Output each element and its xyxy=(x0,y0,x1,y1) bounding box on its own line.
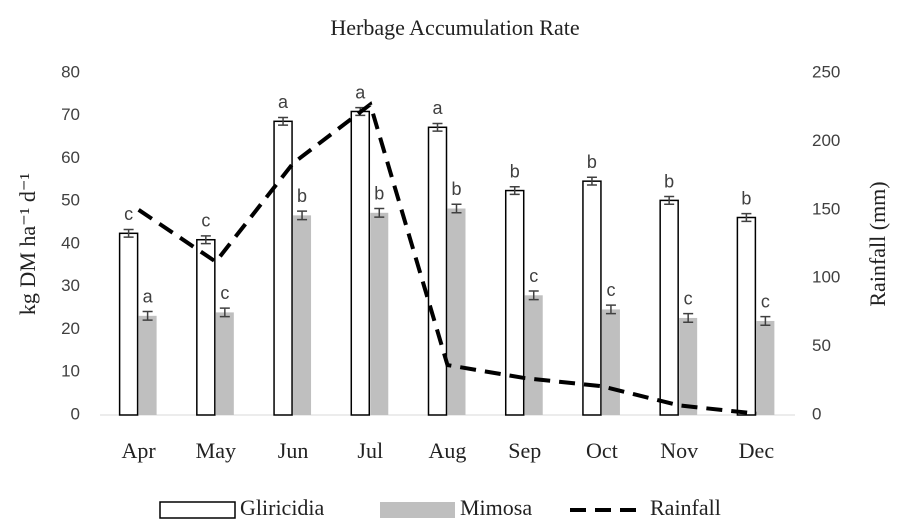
significance-letter: c xyxy=(220,283,229,303)
significance-letter: a xyxy=(278,92,289,112)
x-tick-label: Nov xyxy=(660,438,698,463)
y-tick-label: 20 xyxy=(61,319,80,338)
error-bar xyxy=(741,212,752,223)
x-tick-label: May xyxy=(196,438,236,463)
error-bar xyxy=(683,312,694,323)
error-bar xyxy=(528,290,539,301)
bar xyxy=(659,199,679,416)
bar xyxy=(350,110,371,416)
error-bar xyxy=(219,307,230,318)
significance-letter: c xyxy=(606,280,615,300)
y2-tick-label: 100 xyxy=(812,268,840,287)
significance-letter: b xyxy=(510,161,520,181)
bar xyxy=(582,180,602,416)
error-bar xyxy=(586,176,597,186)
significance-letter: b xyxy=(664,171,674,191)
bar xyxy=(138,315,157,415)
error-bar xyxy=(664,195,675,205)
y2-tick-label: 150 xyxy=(812,199,840,218)
chart-title: Herbage Accumulation Rate xyxy=(330,15,579,40)
significance-letter: c xyxy=(761,291,770,311)
y2-tick-label: 50 xyxy=(812,336,831,355)
y-tick-label: 40 xyxy=(61,233,80,252)
y-tick-label: 10 xyxy=(61,362,80,381)
bar xyxy=(447,208,466,415)
y-tick-label: 50 xyxy=(61,191,80,210)
legend-swatch xyxy=(380,502,455,518)
y-tick-label: 80 xyxy=(61,62,80,81)
error-bar xyxy=(374,207,385,218)
bar xyxy=(736,216,757,416)
legend-label: Gliricidia xyxy=(240,495,325,520)
bar xyxy=(601,309,620,415)
significance-letter: b xyxy=(374,183,384,203)
bar xyxy=(293,215,312,415)
bar xyxy=(524,295,543,415)
bar xyxy=(215,312,234,415)
error-bar xyxy=(760,315,771,326)
legend-label: Mimosa xyxy=(460,495,532,520)
significance-letter: c xyxy=(124,204,133,224)
y-tick-label: 60 xyxy=(61,148,80,167)
error-bar xyxy=(123,228,134,238)
significance-letter: b xyxy=(297,186,307,206)
x-tick-label: Dec xyxy=(739,438,775,463)
bar xyxy=(118,232,139,416)
error-bar xyxy=(297,210,308,221)
legend-swatch xyxy=(159,501,236,519)
x-tick-label: Apr xyxy=(122,438,157,463)
x-tick-label: Sep xyxy=(508,438,541,463)
x-tick-label: Oct xyxy=(586,438,618,463)
error-bar xyxy=(200,235,211,245)
legend-label: Rainfall xyxy=(650,495,721,520)
x-tick-label: Jul xyxy=(357,438,383,463)
y-tick-label: 70 xyxy=(61,105,80,124)
bar xyxy=(370,212,389,415)
significance-letter: b xyxy=(451,179,461,199)
significance-letter: a xyxy=(355,82,366,102)
significance-letter: b xyxy=(587,152,597,172)
significance-letter: a xyxy=(432,98,443,118)
y2-axis-label: Rainfall (mm) xyxy=(865,181,890,306)
x-tick-label: Aug xyxy=(429,438,467,463)
significance-letter: c xyxy=(201,211,210,231)
error-bar xyxy=(451,203,462,214)
bar xyxy=(679,317,698,415)
significance-letter: c xyxy=(684,288,693,308)
y-tick-label: 0 xyxy=(71,404,80,423)
bar xyxy=(427,126,448,416)
x-tick-label: Jun xyxy=(278,438,309,463)
error-bar xyxy=(605,304,616,315)
significance-letter: a xyxy=(143,286,154,306)
error-bar xyxy=(432,122,443,132)
error-bar xyxy=(509,185,520,196)
significance-letter: c xyxy=(529,266,538,286)
bar xyxy=(196,238,216,416)
error-bar xyxy=(278,116,289,126)
y-tick-label: 30 xyxy=(61,276,80,295)
y-axis-label: kg DM ha⁻¹ d⁻¹ xyxy=(15,173,40,315)
y2-tick-label: 250 xyxy=(812,62,840,81)
significance-letter: b xyxy=(741,188,751,208)
bar xyxy=(756,320,775,415)
y2-tick-label: 200 xyxy=(812,131,840,150)
bar xyxy=(504,189,525,416)
y2-tick-label: 0 xyxy=(812,404,821,423)
error-bar xyxy=(142,310,153,321)
line xyxy=(137,101,757,416)
